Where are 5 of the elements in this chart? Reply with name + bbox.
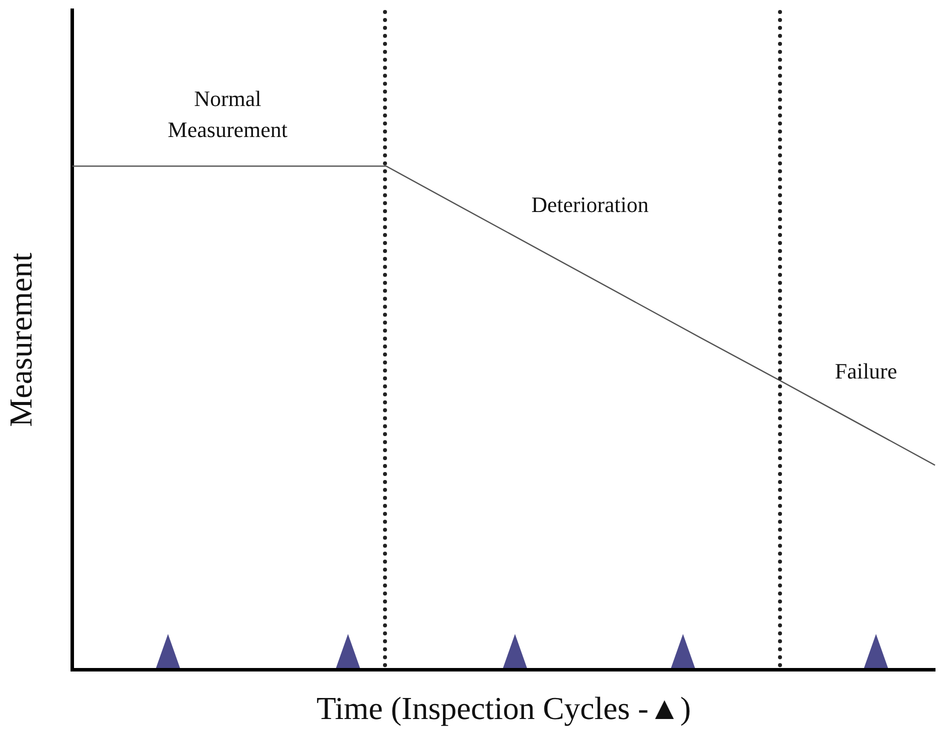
annotation: Deterioration — [531, 192, 649, 218]
text: Normal Measurement — [168, 86, 288, 142]
annotation: Failure — [834, 358, 898, 384]
x-axis-title: Time (Inspection Cycles -▲) — [316, 690, 691, 726]
y-axis-title: Measurement — [2, 252, 39, 427]
